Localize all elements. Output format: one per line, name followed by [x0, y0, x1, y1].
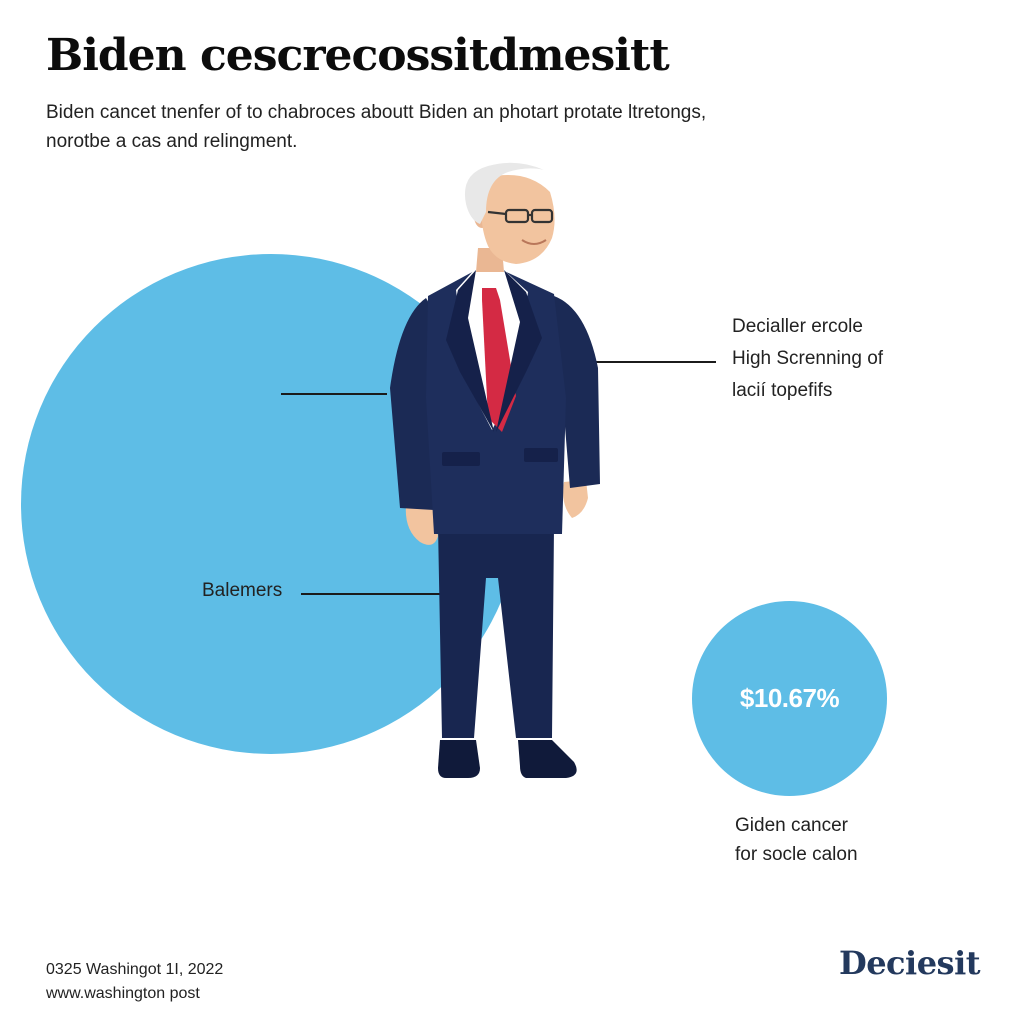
right-lapel [496, 270, 542, 432]
callout-line: High Screnning of [732, 348, 884, 369]
page-title: Biden cescrecossitdmesitt [46, 30, 670, 81]
right-pocket [524, 448, 558, 462]
callout-line: Decialler ercole [732, 316, 863, 337]
callout-right-top: Decialler ercole High Screnning of lacií… [732, 311, 883, 407]
footer-date: 0325 Washingot 1I, 2022 [46, 961, 224, 978]
smile [521, 239, 547, 245]
leader-line-left-bottom [301, 593, 443, 595]
left-pocket [442, 452, 480, 466]
footer-info: 0325 Washingot 1I, 2022 www.washington p… [46, 958, 223, 1006]
left-lapel [446, 270, 494, 432]
right-arm [548, 296, 600, 488]
stat-caption-line: for socle calon [735, 844, 858, 865]
left-hand [405, 502, 438, 545]
trousers [438, 526, 554, 738]
small-blue-circle: $10.67% [692, 601, 887, 796]
hair [464, 162, 544, 224]
right-hand [563, 480, 588, 518]
callout-line: lacií topefifs [732, 380, 833, 401]
brand-logo: Deciesit [838, 944, 981, 982]
stat-caption: Giden cancer for socle calon [735, 811, 858, 869]
right-shoe [518, 740, 577, 778]
leader-line-right [590, 361, 716, 363]
man-in-suit-illustration [390, 162, 600, 778]
glasses [487, 208, 554, 224]
stat-caption-line: Giden cancer [735, 815, 849, 836]
footer-url: www.washington post [46, 985, 200, 1002]
page-subtitle: Biden cancet tnenfer of to chabroces abo… [46, 102, 707, 152]
callout-left-bottom: Balemers [202, 580, 283, 601]
leader-line-left-top [281, 393, 387, 395]
stat-value: $10.67% [739, 683, 840, 713]
head [481, 175, 555, 264]
left-shoe [438, 740, 480, 778]
